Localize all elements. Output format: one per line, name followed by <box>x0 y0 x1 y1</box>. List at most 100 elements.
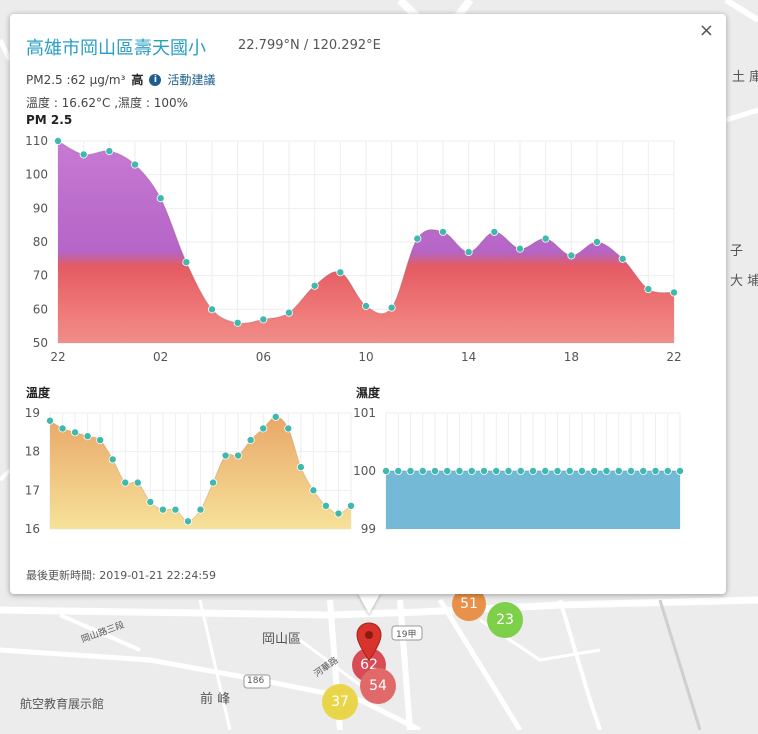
map-label-zi: 子 <box>730 244 744 259</box>
x-tick-label: 22 <box>50 350 65 364</box>
data-point <box>406 467 415 476</box>
y-tick-label: 70 <box>33 269 48 283</box>
data-point <box>567 251 576 260</box>
map-label-qianfeng: 前 峰 <box>200 692 231 707</box>
data-point <box>614 467 623 476</box>
data-point <box>479 467 488 476</box>
data-point <box>593 238 602 247</box>
data-point <box>108 455 117 464</box>
map-aqi-bubble[interactable]: 54 <box>360 668 396 704</box>
map-label-tuku: 土 庫 <box>732 70 758 85</box>
data-point <box>271 412 280 421</box>
data-point <box>541 234 550 243</box>
pm25-chart: 50 60 70 80 90 100 110 22 02 06 10 14 18 22 <box>25 134 682 364</box>
y-tick-label: 18 <box>25 445 40 459</box>
map-pin-icon[interactable] <box>356 622 382 662</box>
data-point <box>233 318 242 327</box>
data-point <box>171 505 180 514</box>
y-tick-label: 101 <box>353 406 376 420</box>
pm-chart-title: PM 2.5 <box>26 113 73 127</box>
data-point <box>443 467 452 476</box>
pm-summary: PM2.5 :62 μg/m³ 高 i 活動建議 <box>26 71 215 88</box>
data-point <box>590 467 599 476</box>
pm-level: 高 <box>131 73 144 87</box>
data-point <box>675 467 684 476</box>
data-point <box>146 497 155 506</box>
map-label-museum: 航空教育展示館 <box>20 697 105 711</box>
data-point <box>565 467 574 476</box>
y-tick-label: 90 <box>33 201 48 215</box>
data-point <box>431 467 440 476</box>
data-point <box>455 467 464 476</box>
y-tick-label: 16 <box>25 522 40 536</box>
data-point <box>207 305 216 314</box>
data-point <box>158 505 167 514</box>
map-label-road-19: 19甲 <box>396 630 417 640</box>
y-tick-label: 110 <box>25 134 48 148</box>
data-point <box>182 258 191 267</box>
data-point <box>96 436 105 445</box>
data-point <box>413 234 422 243</box>
x-tick-label: 22 <box>666 350 681 364</box>
y-tick-label: 19 <box>25 406 40 420</box>
data-point <box>541 467 550 476</box>
data-point <box>438 227 447 236</box>
data-point <box>577 467 586 476</box>
info-icon[interactable]: i <box>149 73 162 86</box>
data-point <box>651 467 660 476</box>
data-point <box>246 436 255 445</box>
data-point <box>492 467 501 476</box>
data-point <box>464 248 473 257</box>
map-label-dapu: 大 埔 <box>730 274 758 289</box>
data-point <box>105 147 114 156</box>
station-popup: × 高雄市岡山區壽天國小 22.799°N / 120.292°E PM2.5 … <box>10 14 726 594</box>
data-point <box>618 254 627 263</box>
data-point <box>663 467 672 476</box>
data-point <box>528 467 537 476</box>
map-label-gangshan: 岡山區 <box>262 632 302 647</box>
data-point <box>209 478 218 487</box>
station-title: 高雄市岡山區壽天國小 <box>26 38 206 59</box>
series-area <box>386 471 680 529</box>
data-point <box>296 463 305 472</box>
popup-tail <box>357 592 381 614</box>
data-point <box>131 160 140 169</box>
map-aqi-bubble[interactable]: 37 <box>322 684 358 720</box>
y-tick-label: 100 <box>25 168 48 182</box>
data-point <box>394 467 403 476</box>
pm-value: PM2.5 :62 μg/m³ <box>26 72 126 87</box>
map-label-road-186: 186 <box>247 676 265 686</box>
data-point <box>309 486 318 495</box>
data-point <box>418 467 427 476</box>
data-point <box>79 150 88 159</box>
data-point <box>156 194 165 203</box>
humidity-chart: 99 100 101 <box>353 406 684 536</box>
data-point <box>504 467 513 476</box>
close-icon[interactable]: × <box>698 20 714 41</box>
data-point <box>58 424 67 433</box>
data-point <box>361 301 370 310</box>
data-point <box>183 517 192 526</box>
data-point <box>515 244 524 253</box>
data-point <box>196 505 205 514</box>
last-updated: 最後更新時間: 2019-01-21 22:24:59 <box>26 569 217 582</box>
data-point <box>639 467 648 476</box>
activity-advice-link[interactable]: 活動建議 <box>167 73 216 87</box>
y-tick-label: 100 <box>353 464 376 478</box>
series-area <box>58 141 674 343</box>
map-aqi-bubble[interactable]: 23 <box>487 602 523 638</box>
data-point <box>626 467 635 476</box>
data-point <box>334 509 343 518</box>
data-point <box>83 432 92 441</box>
weather-summary: 溫度 : 16.62°C ,濕度 : 100% <box>26 96 189 110</box>
x-tick-label: 02 <box>153 350 168 364</box>
data-point <box>670 288 679 297</box>
data-point <box>467 467 476 476</box>
data-point <box>234 451 243 460</box>
data-point <box>133 478 142 487</box>
data-point <box>259 315 268 324</box>
series-area <box>50 416 351 529</box>
data-point <box>259 424 268 433</box>
data-point <box>71 428 80 437</box>
data-point <box>284 308 293 317</box>
